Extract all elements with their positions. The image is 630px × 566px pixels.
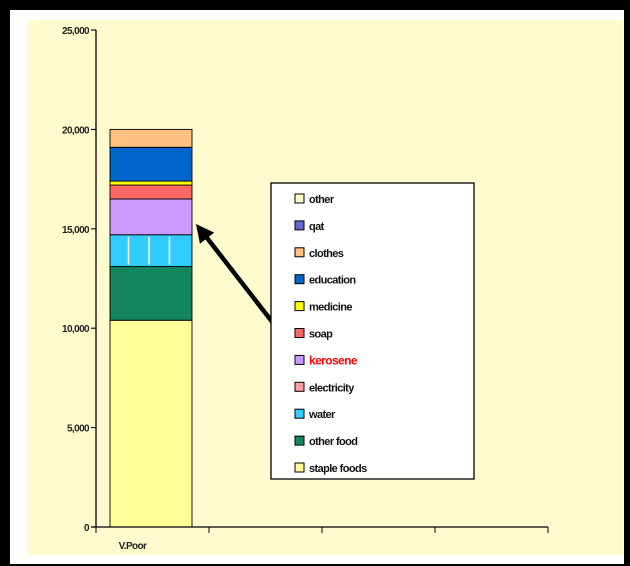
legend-swatch-water <box>294 408 305 419</box>
legend-swatch-electricity <box>294 381 305 392</box>
legend-label-other: other <box>309 194 335 206</box>
bar-segment-other-food <box>109 266 193 321</box>
legend-label-kerosene: kerosene <box>309 353 358 367</box>
bar-segment-kerosene <box>109 198 193 236</box>
bar-segment-staple-foods <box>109 319 193 528</box>
y-tick-label: 5,000 <box>67 424 90 435</box>
legend-swatch-other <box>294 193 305 204</box>
legend-swatch-medicine <box>294 301 305 312</box>
y-tick-label: 10,000 <box>62 324 90 335</box>
legend-label-qat: qat <box>309 221 325 233</box>
legend-swatch-soap <box>294 328 305 338</box>
legend-label-medicine: medicine <box>309 302 352 314</box>
legend-swatch-staple-foods <box>294 462 305 473</box>
legend-swatch-other-food <box>294 435 305 446</box>
legend-label-education: education <box>309 275 356 287</box>
bar-segment-clothes <box>109 128 193 148</box>
legend-label-water: water <box>308 409 336 421</box>
y-tick-label: 20,000 <box>62 125 90 136</box>
axes-group: V.Poor <box>91 30 549 552</box>
y-tick-label: 25,000 <box>62 26 90 37</box>
legend-swatch-clothes <box>294 247 305 258</box>
chart-panel: V.Poor 0 5,000 10,000 15,000 20,000 25,000 ot… <box>10 10 624 564</box>
legend-label-clothes: clothes <box>309 248 344 260</box>
legend-swatch-education <box>294 274 305 285</box>
legend-box <box>270 182 475 480</box>
stacked-bar-chart: V.Poor 0 5,000 10,000 15,000 20,000 25,000 ot… <box>27 20 623 555</box>
bar-segment-soap <box>109 184 193 200</box>
legend-label-other-food: other food <box>309 436 357 448</box>
bar-segment-education <box>109 146 193 182</box>
bar-segment-water <box>109 234 193 268</box>
y-tick-label: 15,000 <box>62 225 90 236</box>
legend-swatch-kerosene <box>294 354 305 365</box>
x-tick-label-v-poor: V.Poor <box>119 541 147 552</box>
legend-swatch-qat <box>294 220 305 231</box>
legend: other qat clothes education medicine soap kero… <box>270 182 475 480</box>
y-tick-label: 0 <box>84 523 90 534</box>
legend-label-electricity: electricity <box>309 382 355 394</box>
legend-label-staple-foods: staple foods <box>309 463 367 475</box>
bar-segment-medicine <box>109 180 193 186</box>
legend-label-soap: soap <box>309 329 333 341</box>
bar-stack-group <box>109 128 193 528</box>
y-ticks-group: 0 5,000 10,000 15,000 20,000 25,000 <box>62 26 96 534</box>
arrow-head <box>196 224 215 244</box>
